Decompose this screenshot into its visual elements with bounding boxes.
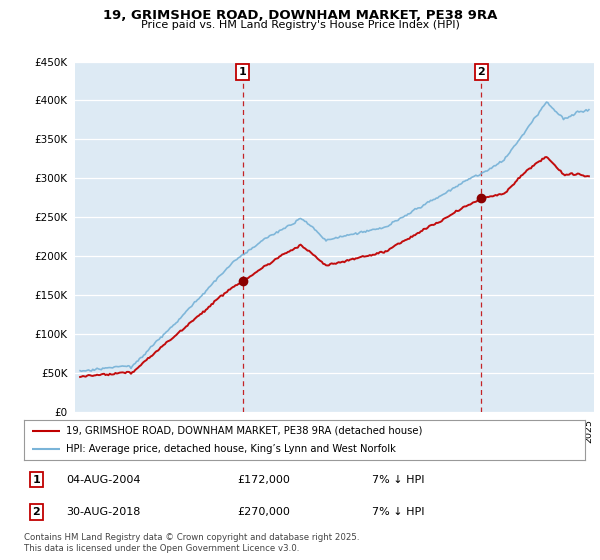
Text: 19, GRIMSHOE ROAD, DOWNHAM MARKET, PE38 9RA (detached house): 19, GRIMSHOE ROAD, DOWNHAM MARKET, PE38 … (66, 426, 422, 436)
Text: £172,000: £172,000 (237, 475, 290, 484)
Text: HPI: Average price, detached house, King’s Lynn and West Norfolk: HPI: Average price, detached house, King… (66, 445, 396, 454)
Text: 7% ↓ HPI: 7% ↓ HPI (372, 475, 424, 484)
Text: 2: 2 (478, 67, 485, 77)
Text: 7% ↓ HPI: 7% ↓ HPI (372, 507, 424, 517)
Text: 2: 2 (32, 507, 40, 517)
Text: 1: 1 (32, 475, 40, 484)
Text: 04-AUG-2004: 04-AUG-2004 (66, 475, 140, 484)
Text: Price paid vs. HM Land Registry's House Price Index (HPI): Price paid vs. HM Land Registry's House … (140, 20, 460, 30)
Text: £270,000: £270,000 (237, 507, 290, 517)
Text: 30-AUG-2018: 30-AUG-2018 (66, 507, 140, 517)
Text: 19, GRIMSHOE ROAD, DOWNHAM MARKET, PE38 9RA: 19, GRIMSHOE ROAD, DOWNHAM MARKET, PE38 … (103, 9, 497, 22)
Text: Contains HM Land Registry data © Crown copyright and database right 2025.
This d: Contains HM Land Registry data © Crown c… (24, 533, 359, 553)
Text: 1: 1 (239, 67, 247, 77)
